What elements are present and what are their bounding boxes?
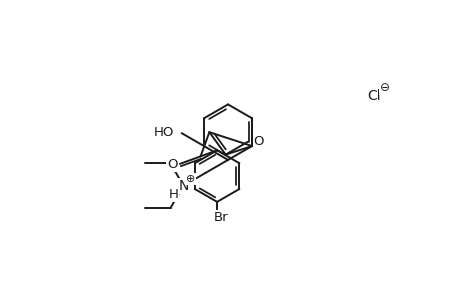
- Text: N: N: [178, 179, 188, 193]
- Text: Cl: Cl: [366, 88, 380, 103]
- Text: Br: Br: [213, 211, 228, 224]
- Text: H: H: [168, 188, 178, 201]
- Text: ⊖: ⊖: [379, 81, 389, 94]
- Text: HO: HO: [153, 126, 174, 139]
- Text: ⊕: ⊕: [185, 174, 195, 184]
- Text: O: O: [167, 158, 177, 171]
- Text: O: O: [253, 135, 263, 148]
